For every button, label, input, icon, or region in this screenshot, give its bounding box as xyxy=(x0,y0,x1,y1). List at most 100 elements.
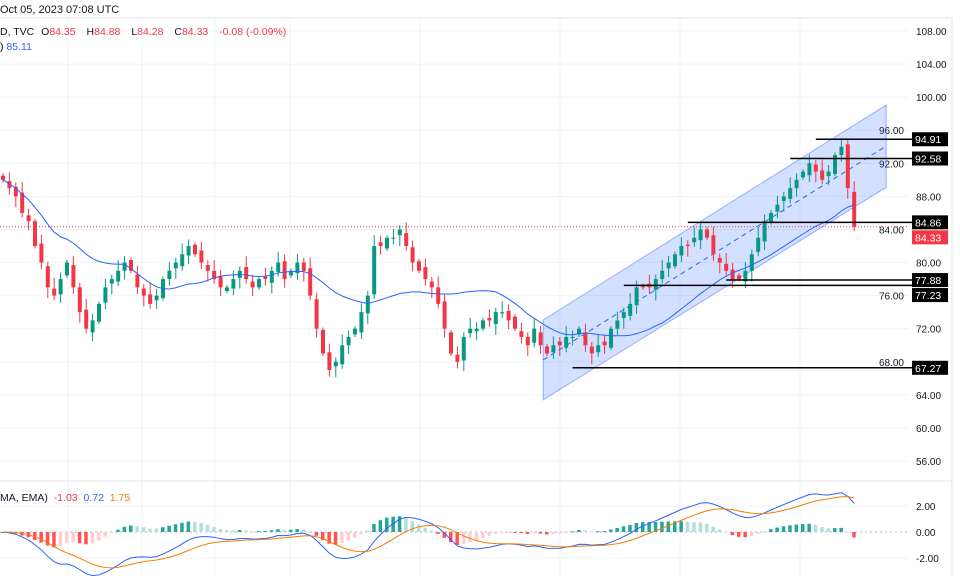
candle-body xyxy=(525,336,530,346)
candle xyxy=(257,276,261,290)
candle-body xyxy=(193,244,197,255)
candle-body xyxy=(666,262,671,269)
macd-histogram-bar xyxy=(743,532,747,538)
candle xyxy=(730,262,735,288)
candle xyxy=(71,256,76,294)
candle-body xyxy=(365,295,370,314)
candle xyxy=(577,326,581,337)
change-value: -0.08 (-0.09%) xyxy=(219,26,287,38)
candle-body xyxy=(397,229,402,236)
macd-histogram-bar xyxy=(359,532,363,535)
candle-body xyxy=(634,287,639,306)
macd-histogram-bar xyxy=(756,532,760,534)
candle-body xyxy=(372,245,377,295)
candle xyxy=(756,226,761,257)
macd-histogram-bar xyxy=(340,532,344,543)
candle xyxy=(794,173,799,197)
ma-value: 85.11 xyxy=(6,41,32,53)
candle-body xyxy=(205,265,210,271)
candle-body xyxy=(653,279,658,290)
candle xyxy=(1,173,5,183)
candle xyxy=(423,258,428,286)
candle-body xyxy=(103,287,108,303)
macd-histogram-bar xyxy=(90,532,95,544)
macd-histogram-bar xyxy=(781,526,786,532)
candle xyxy=(570,330,575,346)
low-value: 84.28 xyxy=(137,26,164,38)
macd-histogram-bar xyxy=(84,532,88,545)
macd-histogram-bar xyxy=(244,530,248,532)
macd-histogram-bar xyxy=(45,532,50,546)
candle-body xyxy=(314,299,319,329)
candle xyxy=(455,346,460,369)
level-price-label: 94.91 xyxy=(915,134,941,146)
candle xyxy=(154,288,159,309)
level-price-label: 67.27 xyxy=(915,363,941,375)
candle-body xyxy=(71,265,76,288)
candle xyxy=(788,177,793,204)
candle xyxy=(474,322,479,340)
candle xyxy=(615,311,620,336)
ma-prefix: ) xyxy=(0,41,4,53)
candle xyxy=(212,260,217,284)
candle xyxy=(666,255,671,278)
candle-body xyxy=(52,288,57,296)
candle-body xyxy=(135,274,140,288)
candle xyxy=(506,304,511,330)
candle xyxy=(385,235,389,251)
candle xyxy=(641,283,645,290)
price-tick-label: 104.00 xyxy=(916,60,947,71)
level-price-label: 92.58 xyxy=(915,154,941,166)
candle xyxy=(705,226,709,241)
candle xyxy=(461,332,466,372)
candle xyxy=(583,323,588,352)
macd-histogram-bar xyxy=(698,522,703,532)
macd-histogram-bar xyxy=(653,521,658,532)
price-tick-label: 76.00 xyxy=(879,292,904,303)
candle-body xyxy=(545,346,549,354)
candle xyxy=(45,261,50,299)
candle-body xyxy=(33,221,37,246)
price-tick-label: 84.00 xyxy=(879,225,904,236)
candle-body xyxy=(820,170,825,180)
macd-histogram-bar xyxy=(327,532,331,544)
macd-histogram-bar xyxy=(429,530,434,532)
macd-label[interactable]: MA, EMA) xyxy=(0,492,48,504)
candle-body xyxy=(698,229,703,241)
candle xyxy=(333,357,338,378)
candle-body xyxy=(813,164,818,172)
macd-histogram-bar xyxy=(769,529,773,532)
candle-body xyxy=(97,303,101,322)
candle-body xyxy=(500,312,505,314)
candle-body xyxy=(109,279,114,284)
candle-body xyxy=(621,312,626,318)
low-label: L xyxy=(131,26,138,38)
candle-body xyxy=(717,257,722,263)
candle-body xyxy=(743,270,748,282)
candle xyxy=(513,314,517,332)
candle xyxy=(602,334,607,354)
macd-histogram-bar xyxy=(621,526,626,532)
candle xyxy=(225,284,229,294)
candle xyxy=(58,272,63,304)
candle xyxy=(52,277,57,301)
candle-body xyxy=(276,262,281,273)
candle-body xyxy=(327,352,332,371)
macd-histogram-bar xyxy=(442,532,447,538)
macd-histogram-bar xyxy=(333,532,338,545)
candle xyxy=(372,235,377,299)
candle xyxy=(589,341,594,365)
high-label: H xyxy=(86,26,95,38)
candle-body xyxy=(436,287,441,304)
candle xyxy=(359,303,364,340)
macd-histogram-bar xyxy=(148,528,152,532)
macd-histogram-bar xyxy=(513,532,517,533)
macd-histogram-bar xyxy=(52,532,56,548)
symbol-label[interactable]: D, TVC xyxy=(0,26,35,38)
signal-line xyxy=(2,496,855,569)
candle-body xyxy=(602,341,607,346)
macd-histogram-bar xyxy=(615,527,619,532)
candle xyxy=(775,195,780,219)
candle xyxy=(743,262,748,289)
